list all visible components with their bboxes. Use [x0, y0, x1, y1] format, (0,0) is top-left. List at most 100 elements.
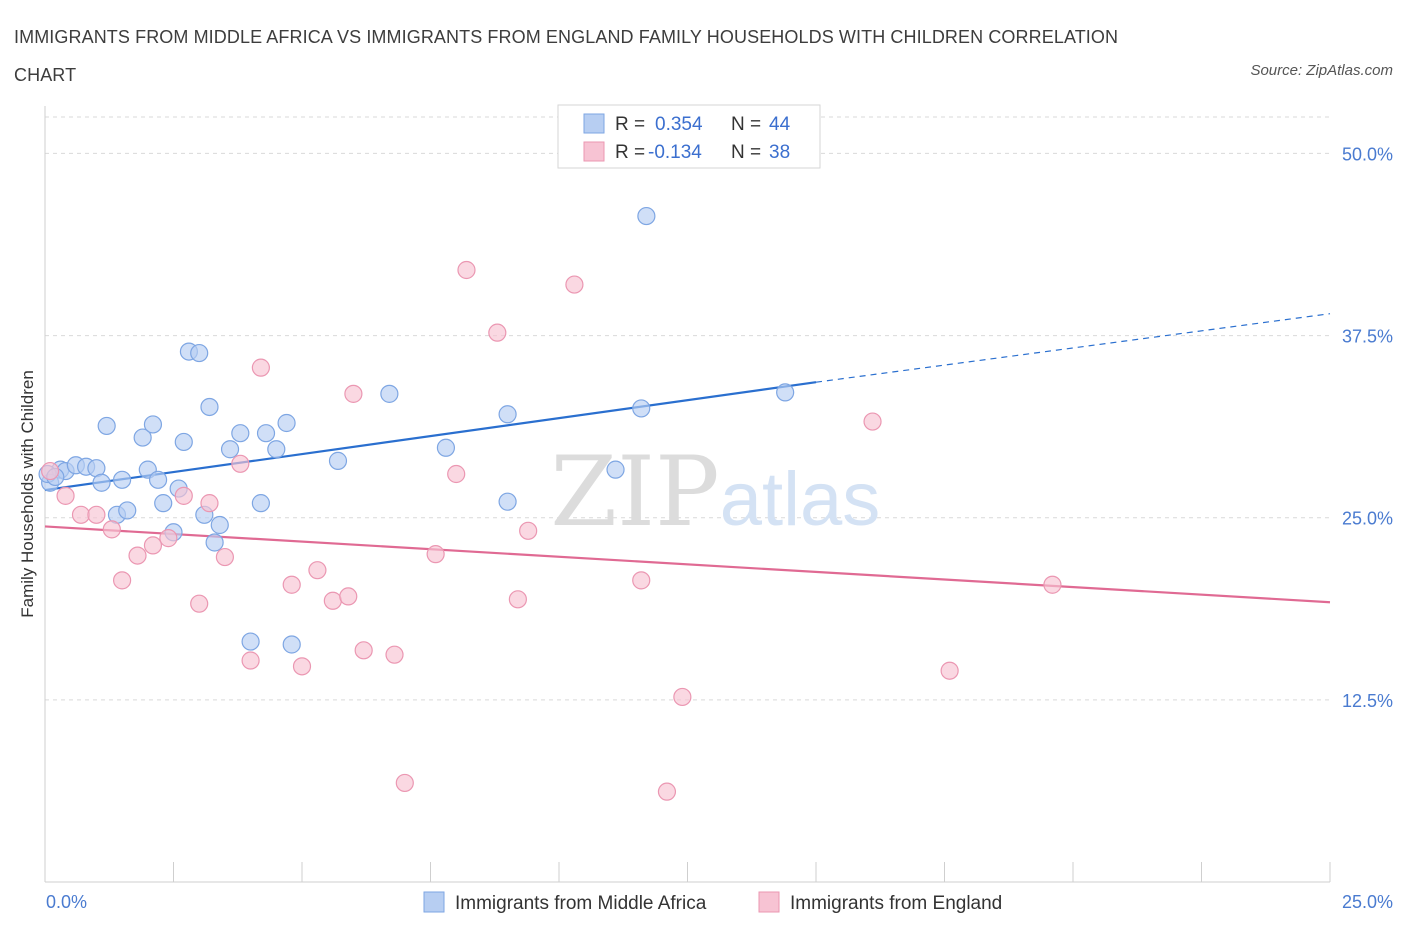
- point-england-26: [447, 464, 466, 484]
- legend-swatch-england: [758, 891, 780, 913]
- point-middle-africa-22: [200, 397, 219, 417]
- legend-swatch-middle-africa: [423, 891, 445, 913]
- data-points: [38, 206, 1062, 801]
- y-tick-label-0: 12.5%: [1342, 691, 1393, 711]
- point-england-35: [863, 412, 882, 431]
- point-middle-africa-35: [436, 438, 456, 457]
- stats-n-value-blue: 44: [769, 114, 791, 135]
- point-middle-africa-9: [112, 470, 132, 489]
- point-middle-africa-14: [143, 415, 163, 434]
- point-middle-africa-25: [220, 440, 240, 459]
- point-england-27: [457, 260, 476, 280]
- watermark: ZIP atlas: [550, 436, 880, 548]
- point-england-37: [1043, 575, 1062, 594]
- point-england-10: [190, 594, 209, 613]
- point-england-19: [323, 591, 342, 610]
- point-england-31: [565, 275, 584, 294]
- point-middle-africa-26: [231, 424, 250, 443]
- point-england-0: [41, 461, 60, 481]
- point-middle-africa-24: [210, 515, 229, 535]
- stats-r-value-pink: -0.134: [648, 142, 702, 163]
- axes: [44, 106, 1331, 883]
- chart-title: IMMIGRANTS FROM MIDDLE AFRICA VS IMMIGRA…: [14, 27, 1119, 85]
- point-england-15: [251, 358, 270, 377]
- point-middle-africa-27: [241, 632, 260, 651]
- point-england-30: [519, 521, 538, 540]
- point-england-1: [56, 486, 75, 505]
- point-england-29: [508, 590, 527, 609]
- point-england-34: [673, 687, 692, 707]
- point-middle-africa-29: [256, 424, 276, 443]
- stats-n-value-pink: 38: [769, 142, 790, 163]
- point-england-28: [488, 323, 507, 342]
- stats-r-label-pink: R =: [615, 142, 645, 163]
- point-england-24: [395, 773, 414, 793]
- stats-n-label-blue: N =: [731, 114, 761, 135]
- point-england-17: [292, 657, 312, 676]
- point-england-7: [143, 536, 163, 555]
- stats-legend-swatch-pink: [583, 141, 605, 162]
- y-tick-label-2: 37.5%: [1342, 327, 1393, 347]
- point-middle-africa-13: [148, 470, 168, 489]
- point-england-6: [128, 546, 147, 565]
- trend-lines: [44, 313, 1331, 604]
- point-england-25: [426, 545, 445, 564]
- point-middle-africa-32: [282, 635, 301, 654]
- point-england-3: [87, 505, 106, 524]
- stats-n-label-pink: N =: [731, 142, 761, 163]
- series-legend: Immigrants from Middle Africa Immigrants…: [423, 891, 1002, 914]
- y-tick-label-1: 25.0%: [1342, 509, 1393, 529]
- point-middle-africa-37: [498, 405, 517, 424]
- trend-line-middle-africa: [44, 381, 817, 492]
- point-middle-africa-41: [776, 383, 795, 402]
- point-england-4: [102, 520, 121, 539]
- point-england-13: [231, 454, 250, 473]
- grid-lines: [45, 116, 1330, 701]
- stats-r-label-blue: R =: [615, 114, 645, 135]
- stats-legend: R = 0.354 N = 44 R = -0.134 N = 38: [557, 104, 821, 169]
- point-middle-africa-28: [251, 494, 270, 513]
- point-middle-africa-20: [190, 343, 209, 363]
- point-england-18: [308, 561, 327, 580]
- point-england-32: [632, 571, 651, 590]
- watermark-atlas: atlas: [720, 457, 881, 542]
- point-middle-africa-11: [133, 428, 152, 447]
- legend-label-middle-africa: Immigrants from Middle Africa: [455, 893, 707, 914]
- point-england-21: [344, 384, 363, 403]
- point-middle-africa-38: [606, 460, 625, 479]
- point-england-5: [112, 571, 132, 590]
- point-middle-africa-39: [632, 399, 651, 418]
- point-england-14: [241, 651, 260, 670]
- source-label: Source: ZipAtlas.com: [1250, 62, 1393, 79]
- point-middle-africa-6: [92, 473, 111, 492]
- x-tick-label-max: 25.0%: [1342, 892, 1393, 912]
- x-tick-labels: 0.0% 25.0%: [46, 892, 1393, 912]
- point-england-33: [657, 782, 677, 801]
- stats-legend-swatch-blue: [583, 113, 605, 134]
- point-england-11: [200, 494, 219, 513]
- point-middle-africa-33: [328, 451, 348, 470]
- point-england-16: [282, 575, 301, 594]
- point-middle-africa-15: [154, 494, 173, 513]
- x-tick-label-min: 0.0%: [46, 892, 87, 912]
- point-middle-africa-36: [498, 492, 517, 511]
- y-axis-label: Family Households with Children: [18, 370, 37, 618]
- point-middle-africa-40: [637, 206, 656, 226]
- point-england-8: [159, 529, 178, 548]
- y-tick-label-3: 50.0%: [1342, 144, 1393, 164]
- legend-label-england: Immigrants from England: [790, 893, 1002, 914]
- point-middle-africa-34: [380, 384, 399, 403]
- point-middle-africa-10: [118, 501, 137, 520]
- point-england-12: [215, 547, 234, 567]
- point-middle-africa-7: [97, 416, 116, 436]
- point-middle-africa-18: [174, 432, 193, 452]
- trend-line-middle-africa-extension: [815, 313, 1331, 383]
- trend-line-england: [44, 525, 1331, 604]
- point-middle-africa-23: [205, 533, 224, 552]
- y-tick-labels: 12.5% 25.0% 37.5% 50.0%: [1342, 144, 1393, 710]
- point-middle-africa-30: [267, 440, 286, 459]
- watermark-zip: ZIP: [550, 436, 719, 548]
- point-england-22: [354, 641, 373, 660]
- point-england-2: [71, 505, 91, 524]
